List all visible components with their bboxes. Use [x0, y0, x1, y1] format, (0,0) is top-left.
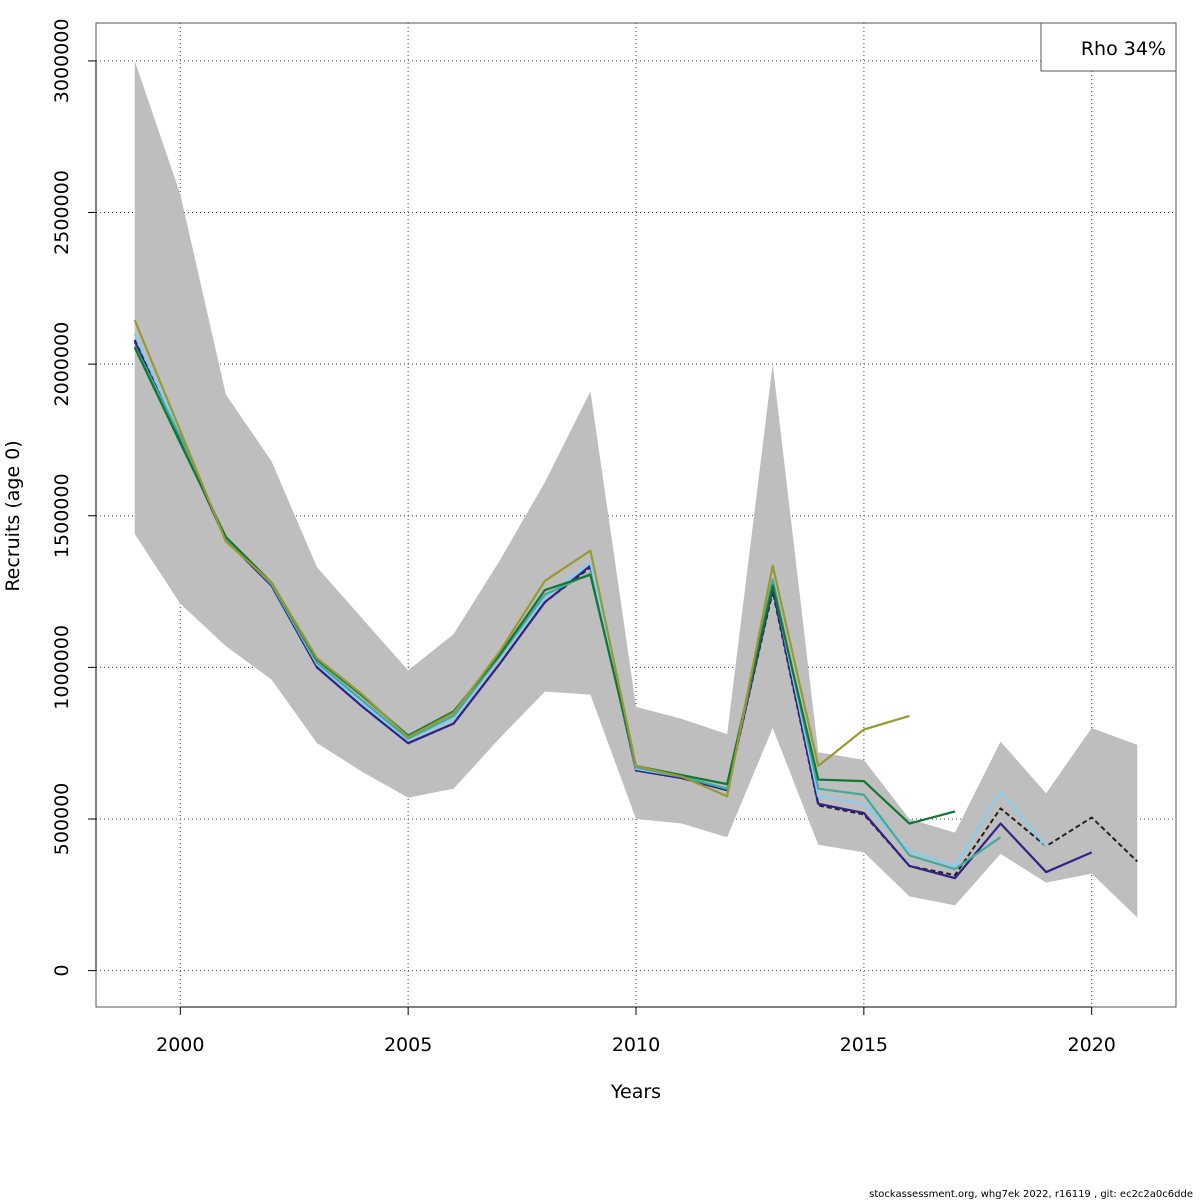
y-axis-label: Recruits (age 0)	[2, 440, 24, 591]
x-tick-label: 2010	[612, 1034, 660, 1056]
y-tick-label: 3000000	[51, 19, 73, 104]
confidence-band	[134, 60, 1138, 918]
legend: Rho 34%	[1040, 22, 1177, 72]
confidence-band-layer	[134, 60, 1138, 918]
y-tick-label: 1000000	[51, 625, 73, 710]
series-layer	[133, 319, 1138, 880]
y-tick-label: 0	[51, 965, 73, 977]
x-axis-label: Years	[610, 1081, 661, 1103]
x-tick-label: 2000	[156, 1034, 204, 1056]
x-axis: 2000 2005 2010 2015 2020	[156, 1006, 1116, 1056]
y-tick-label: 1500000	[51, 473, 73, 558]
legend-box	[1040, 22, 1177, 72]
gridlines	[96, 23, 1176, 1007]
y-tick-label: 2500000	[51, 170, 73, 255]
y-tick-label: 2000000	[51, 322, 73, 407]
legend-label: Rho 34%	[1081, 38, 1166, 60]
x-tick-label: 2005	[384, 1034, 432, 1056]
y-axis: 0 500000 1000000 1500000 2000000 2500000 30000…	[51, 19, 97, 977]
x-tick-label: 2020	[1068, 1034, 1116, 1056]
footer-text: stockassessment.org, whg7ek 2022, r16119…	[869, 1189, 1193, 1200]
x-tick-label: 2015	[840, 1034, 888, 1056]
series-line	[133, 319, 910, 798]
y-tick-label: 500000	[51, 783, 73, 856]
